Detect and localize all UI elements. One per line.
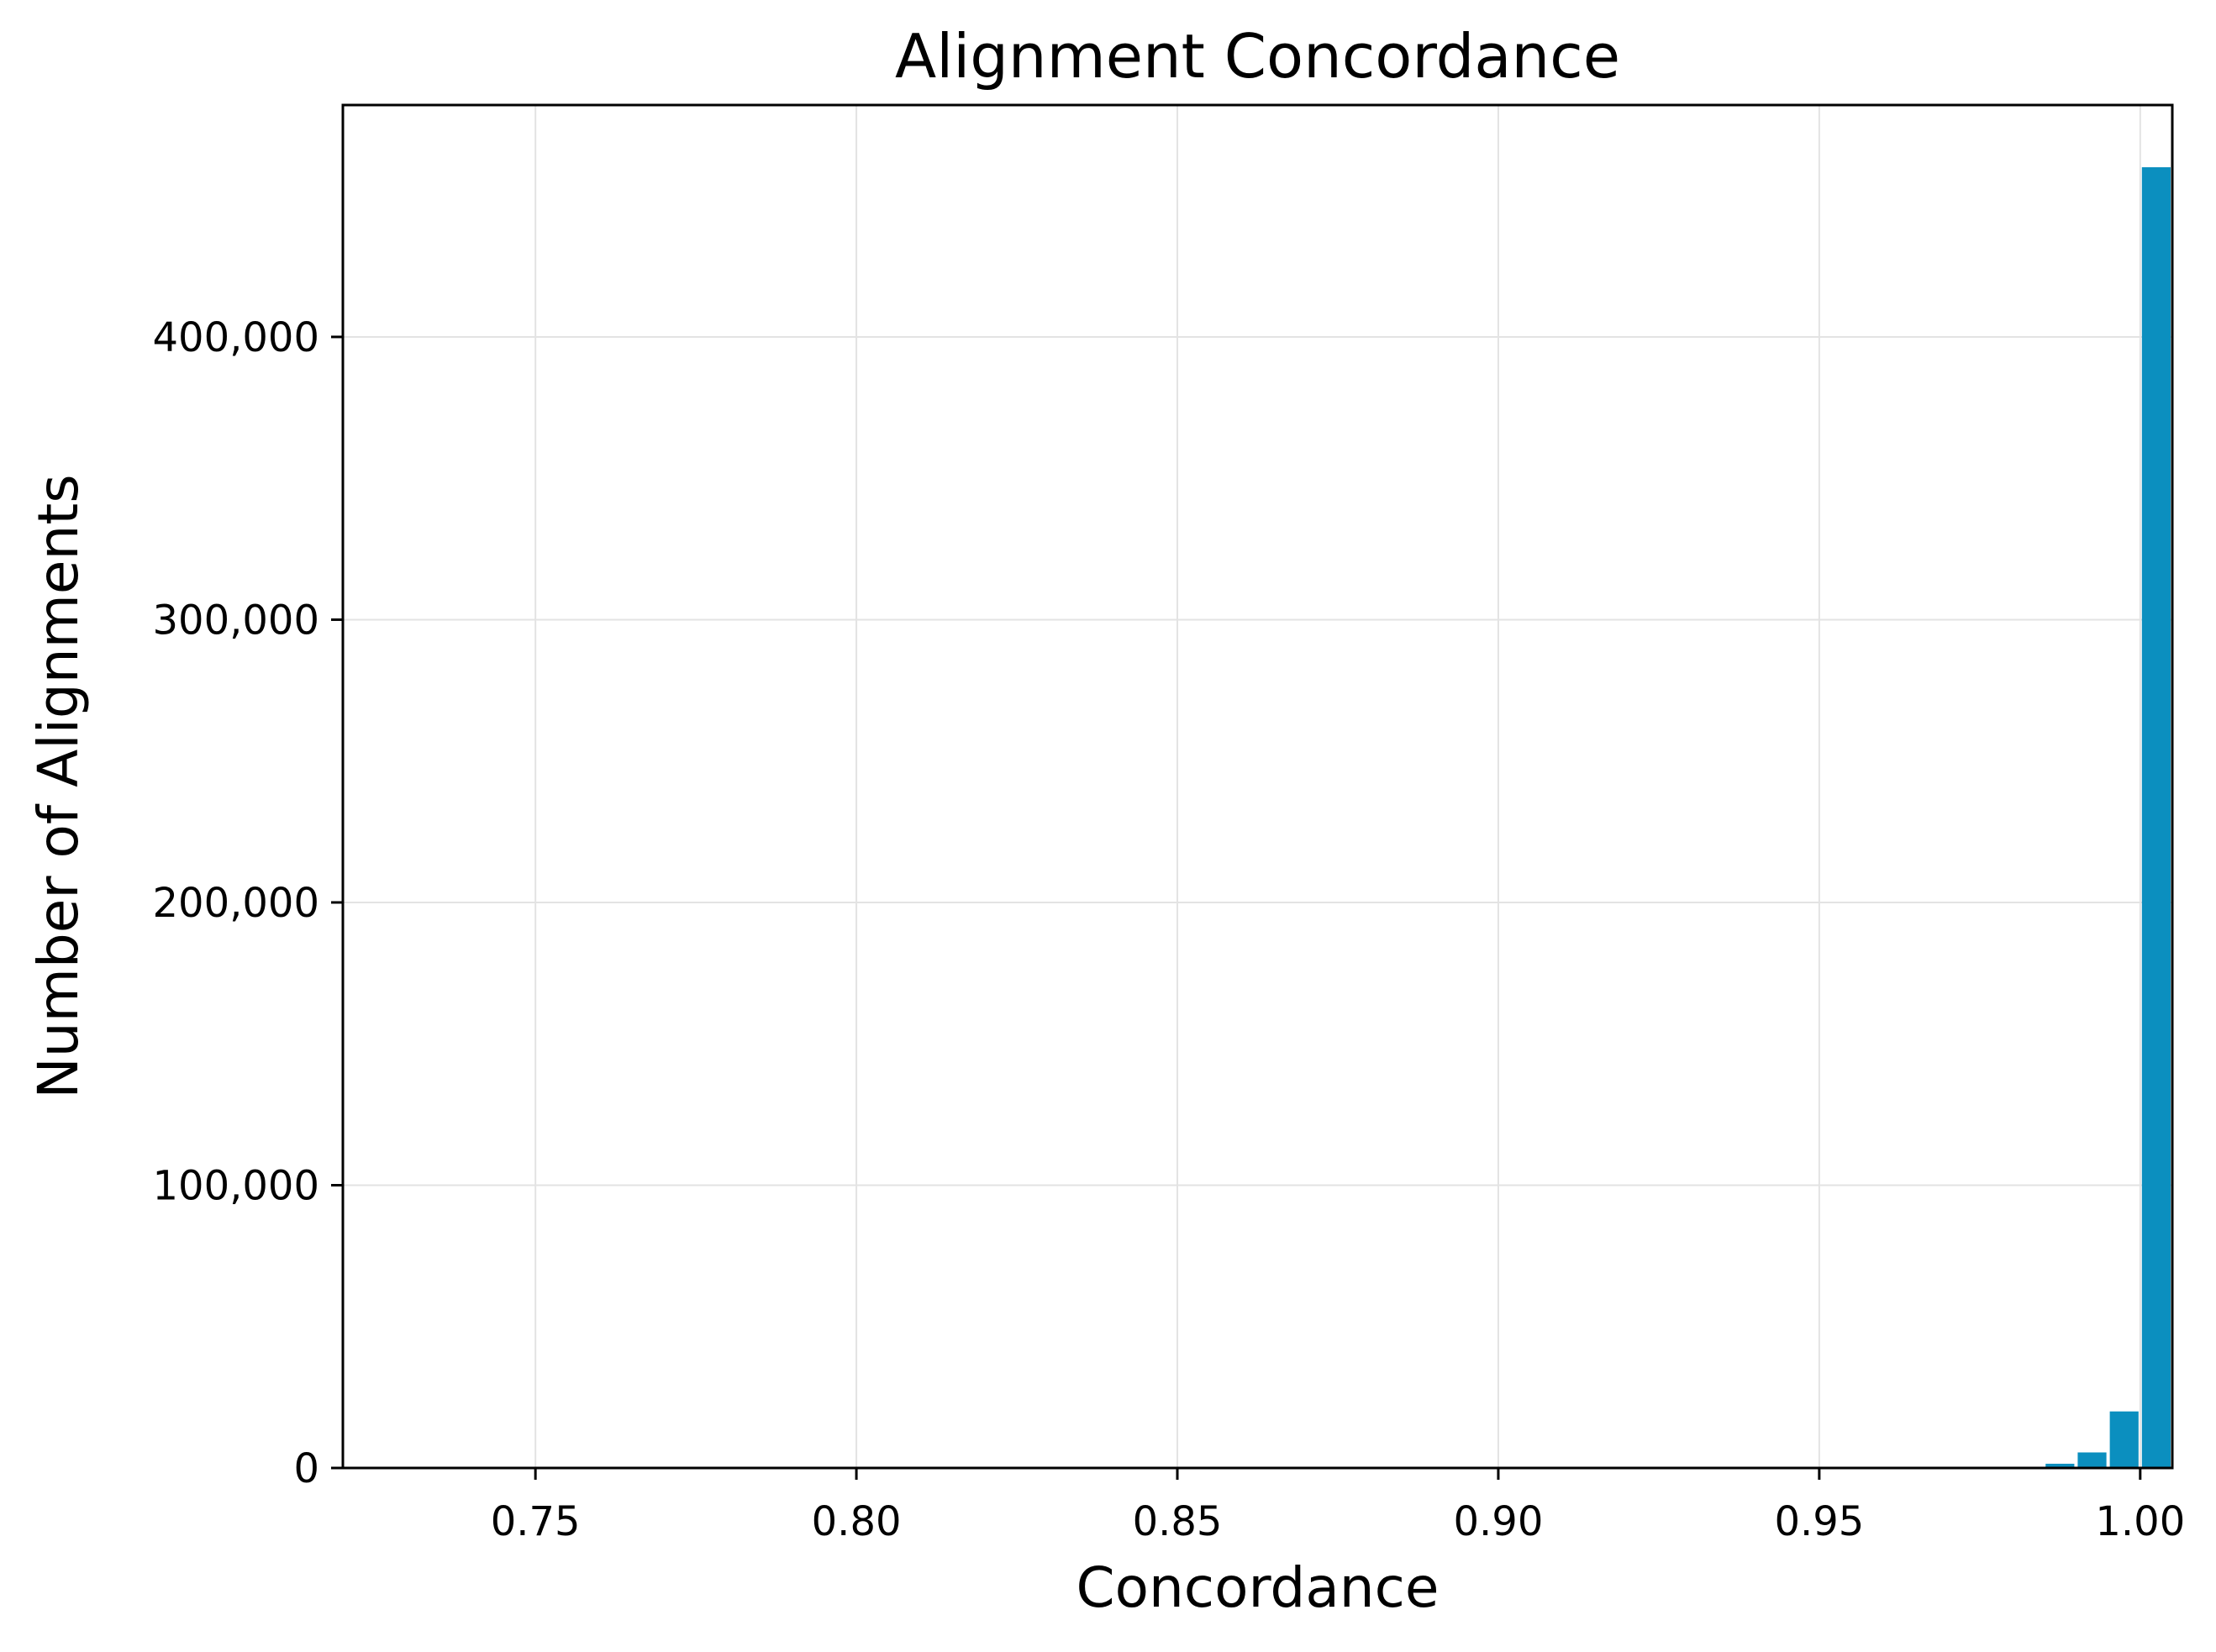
y-tick-label: 300,000 bbox=[153, 597, 320, 644]
plot-frame bbox=[341, 103, 2174, 1470]
x-tick-label: 0.75 bbox=[491, 1498, 581, 1545]
y-tick-label: 0 bbox=[293, 1445, 319, 1492]
y-tick-label: 200,000 bbox=[153, 880, 320, 927]
x-tick-label: 0.95 bbox=[1774, 1498, 1864, 1545]
x-tick-label: 0.80 bbox=[812, 1498, 902, 1545]
tick-layer: 0.75 0.80 0.85 0.90 0.95 1.00 0 100,000 200,000 3… bbox=[153, 314, 2186, 1545]
y-axis-label: Number of Alignments bbox=[26, 474, 91, 1098]
y-tick-label: 100,000 bbox=[153, 1162, 320, 1209]
x-tick-label: 0.85 bbox=[1133, 1498, 1223, 1545]
histogram-bar bbox=[2045, 1463, 2075, 1468]
histogram-bar bbox=[2077, 1452, 2107, 1468]
y-tick-label: 400,000 bbox=[153, 314, 320, 361]
grid-layer bbox=[343, 105, 2172, 1469]
x-tick-label: 1.00 bbox=[2095, 1498, 2185, 1545]
x-axis-label: Concordance bbox=[1076, 1555, 1440, 1620]
x-tick-label: 0.90 bbox=[1454, 1498, 1544, 1545]
histogram-bar bbox=[2141, 167, 2171, 1468]
histogram-bar bbox=[2109, 1411, 2139, 1468]
bar-layer bbox=[2013, 167, 2171, 1468]
chart-title: Alignment Concordance bbox=[895, 21, 1620, 92]
